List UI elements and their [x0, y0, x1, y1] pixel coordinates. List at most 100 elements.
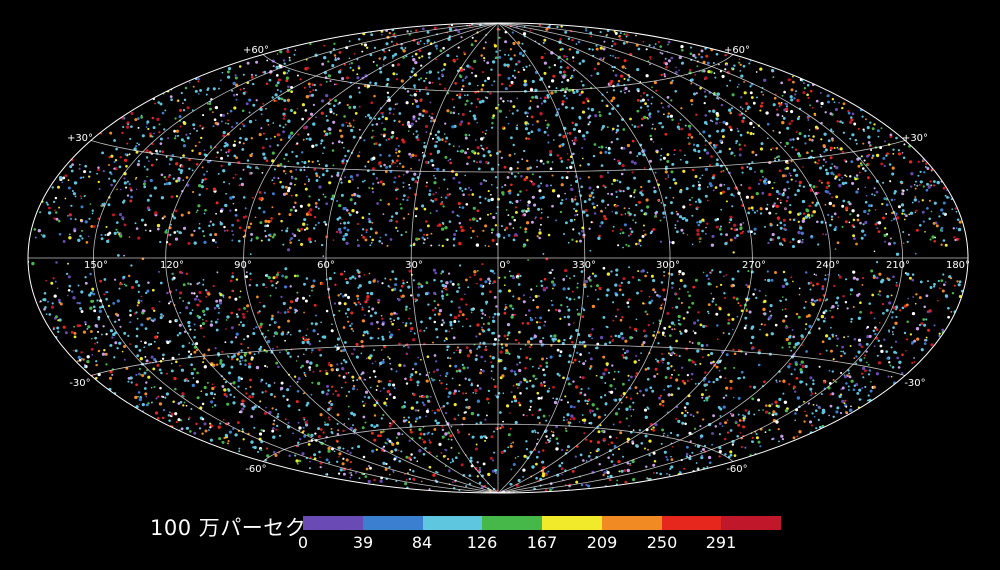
galaxy-point — [729, 128, 733, 132]
galaxy-point — [216, 151, 219, 154]
galaxy-point — [287, 331, 290, 334]
galaxy-point — [685, 401, 689, 406]
galaxy-point — [230, 326, 234, 330]
galaxy-point — [710, 292, 713, 295]
galaxy-point — [364, 238, 368, 242]
galaxy-point — [145, 359, 149, 363]
galaxy-point — [420, 284, 424, 288]
galaxy-point — [629, 464, 632, 467]
galaxy-point — [297, 133, 300, 136]
galaxy-point — [505, 404, 510, 408]
galaxy-point — [726, 186, 731, 191]
galaxy-point — [295, 459, 299, 463]
galaxy-point — [121, 350, 124, 353]
galaxy-point — [342, 457, 345, 460]
galaxy-point — [832, 335, 834, 338]
galaxy-point — [611, 107, 615, 111]
galaxy-point — [681, 411, 684, 415]
galaxy-point — [192, 377, 195, 379]
galaxy-point — [801, 219, 805, 223]
galaxy-point — [163, 215, 166, 218]
galaxy-point — [465, 99, 469, 103]
galaxy-point — [482, 435, 485, 437]
galaxy-point — [411, 177, 415, 181]
galaxy-point — [742, 116, 746, 120]
galaxy-point — [778, 192, 781, 196]
galaxy-point — [596, 62, 600, 66]
galaxy-point — [873, 250, 876, 253]
galaxy-point — [612, 453, 615, 456]
galaxy-point — [512, 143, 515, 147]
galaxy-point — [786, 161, 789, 165]
galaxy-point — [904, 349, 907, 352]
galaxy-point — [591, 304, 596, 309]
galaxy-point — [460, 36, 463, 39]
galaxy-point — [231, 272, 234, 275]
galaxy-point — [159, 137, 163, 141]
galaxy-point — [799, 239, 801, 242]
galaxy-point — [719, 270, 722, 274]
galaxy-point — [636, 109, 640, 113]
galaxy-point — [702, 418, 705, 421]
galaxy-point — [782, 392, 785, 395]
galaxy-point — [526, 414, 528, 417]
galaxy-point — [312, 370, 315, 373]
galaxy-point — [617, 56, 620, 59]
galaxy-point — [651, 86, 653, 89]
galaxy-point — [618, 408, 620, 410]
galaxy-point — [655, 216, 657, 219]
galaxy-point — [272, 427, 275, 430]
galaxy-point — [422, 109, 426, 113]
galaxy-point — [435, 191, 438, 194]
galaxy-point — [135, 334, 139, 338]
galaxy-point — [782, 237, 786, 241]
galaxy-point — [67, 275, 71, 279]
galaxy-point — [911, 278, 915, 282]
galaxy-point — [722, 396, 726, 399]
galaxy-point — [905, 338, 909, 341]
galaxy-point — [701, 218, 705, 222]
galaxy-point — [212, 397, 215, 400]
galaxy-point — [799, 363, 802, 366]
galaxy-point — [173, 137, 177, 140]
galaxy-point — [158, 123, 161, 126]
galaxy-point — [519, 226, 522, 229]
galaxy-point — [758, 289, 761, 292]
galaxy-point — [487, 245, 490, 248]
galaxy-point — [525, 65, 528, 68]
galaxy-point — [352, 379, 355, 382]
galaxy-point — [457, 430, 461, 434]
galaxy-point — [549, 334, 553, 338]
galaxy-point — [193, 127, 196, 130]
galaxy-point — [91, 353, 94, 356]
galaxy-point — [855, 190, 859, 194]
galaxy-point — [431, 432, 434, 435]
galaxy-point — [738, 147, 742, 151]
galaxy-point — [805, 323, 808, 326]
galaxy-point — [893, 198, 896, 201]
galaxy-point — [375, 389, 378, 391]
galaxy-point — [606, 475, 609, 478]
galaxy-point — [751, 161, 754, 164]
galaxy-point — [790, 119, 794, 123]
galaxy-point — [531, 430, 535, 433]
galaxy-point — [654, 43, 657, 45]
galaxy-point — [749, 132, 753, 136]
galaxy-point — [287, 319, 290, 323]
galaxy-point — [543, 324, 546, 327]
galaxy-point — [212, 284, 215, 288]
galaxy-point — [738, 153, 742, 157]
galaxy-point — [861, 283, 864, 286]
galaxy-point — [337, 294, 340, 297]
galaxy-point — [651, 123, 654, 126]
galaxy-point — [224, 203, 228, 208]
galaxy-point — [491, 364, 495, 368]
galaxy-point — [611, 364, 614, 367]
galaxy-point — [808, 216, 811, 219]
galaxy-point — [708, 164, 711, 167]
galaxy-point — [523, 454, 527, 458]
galaxy-point — [311, 289, 313, 292]
galaxy-point — [84, 323, 87, 326]
galaxy-point — [178, 364, 181, 367]
galaxy-point — [567, 360, 571, 364]
